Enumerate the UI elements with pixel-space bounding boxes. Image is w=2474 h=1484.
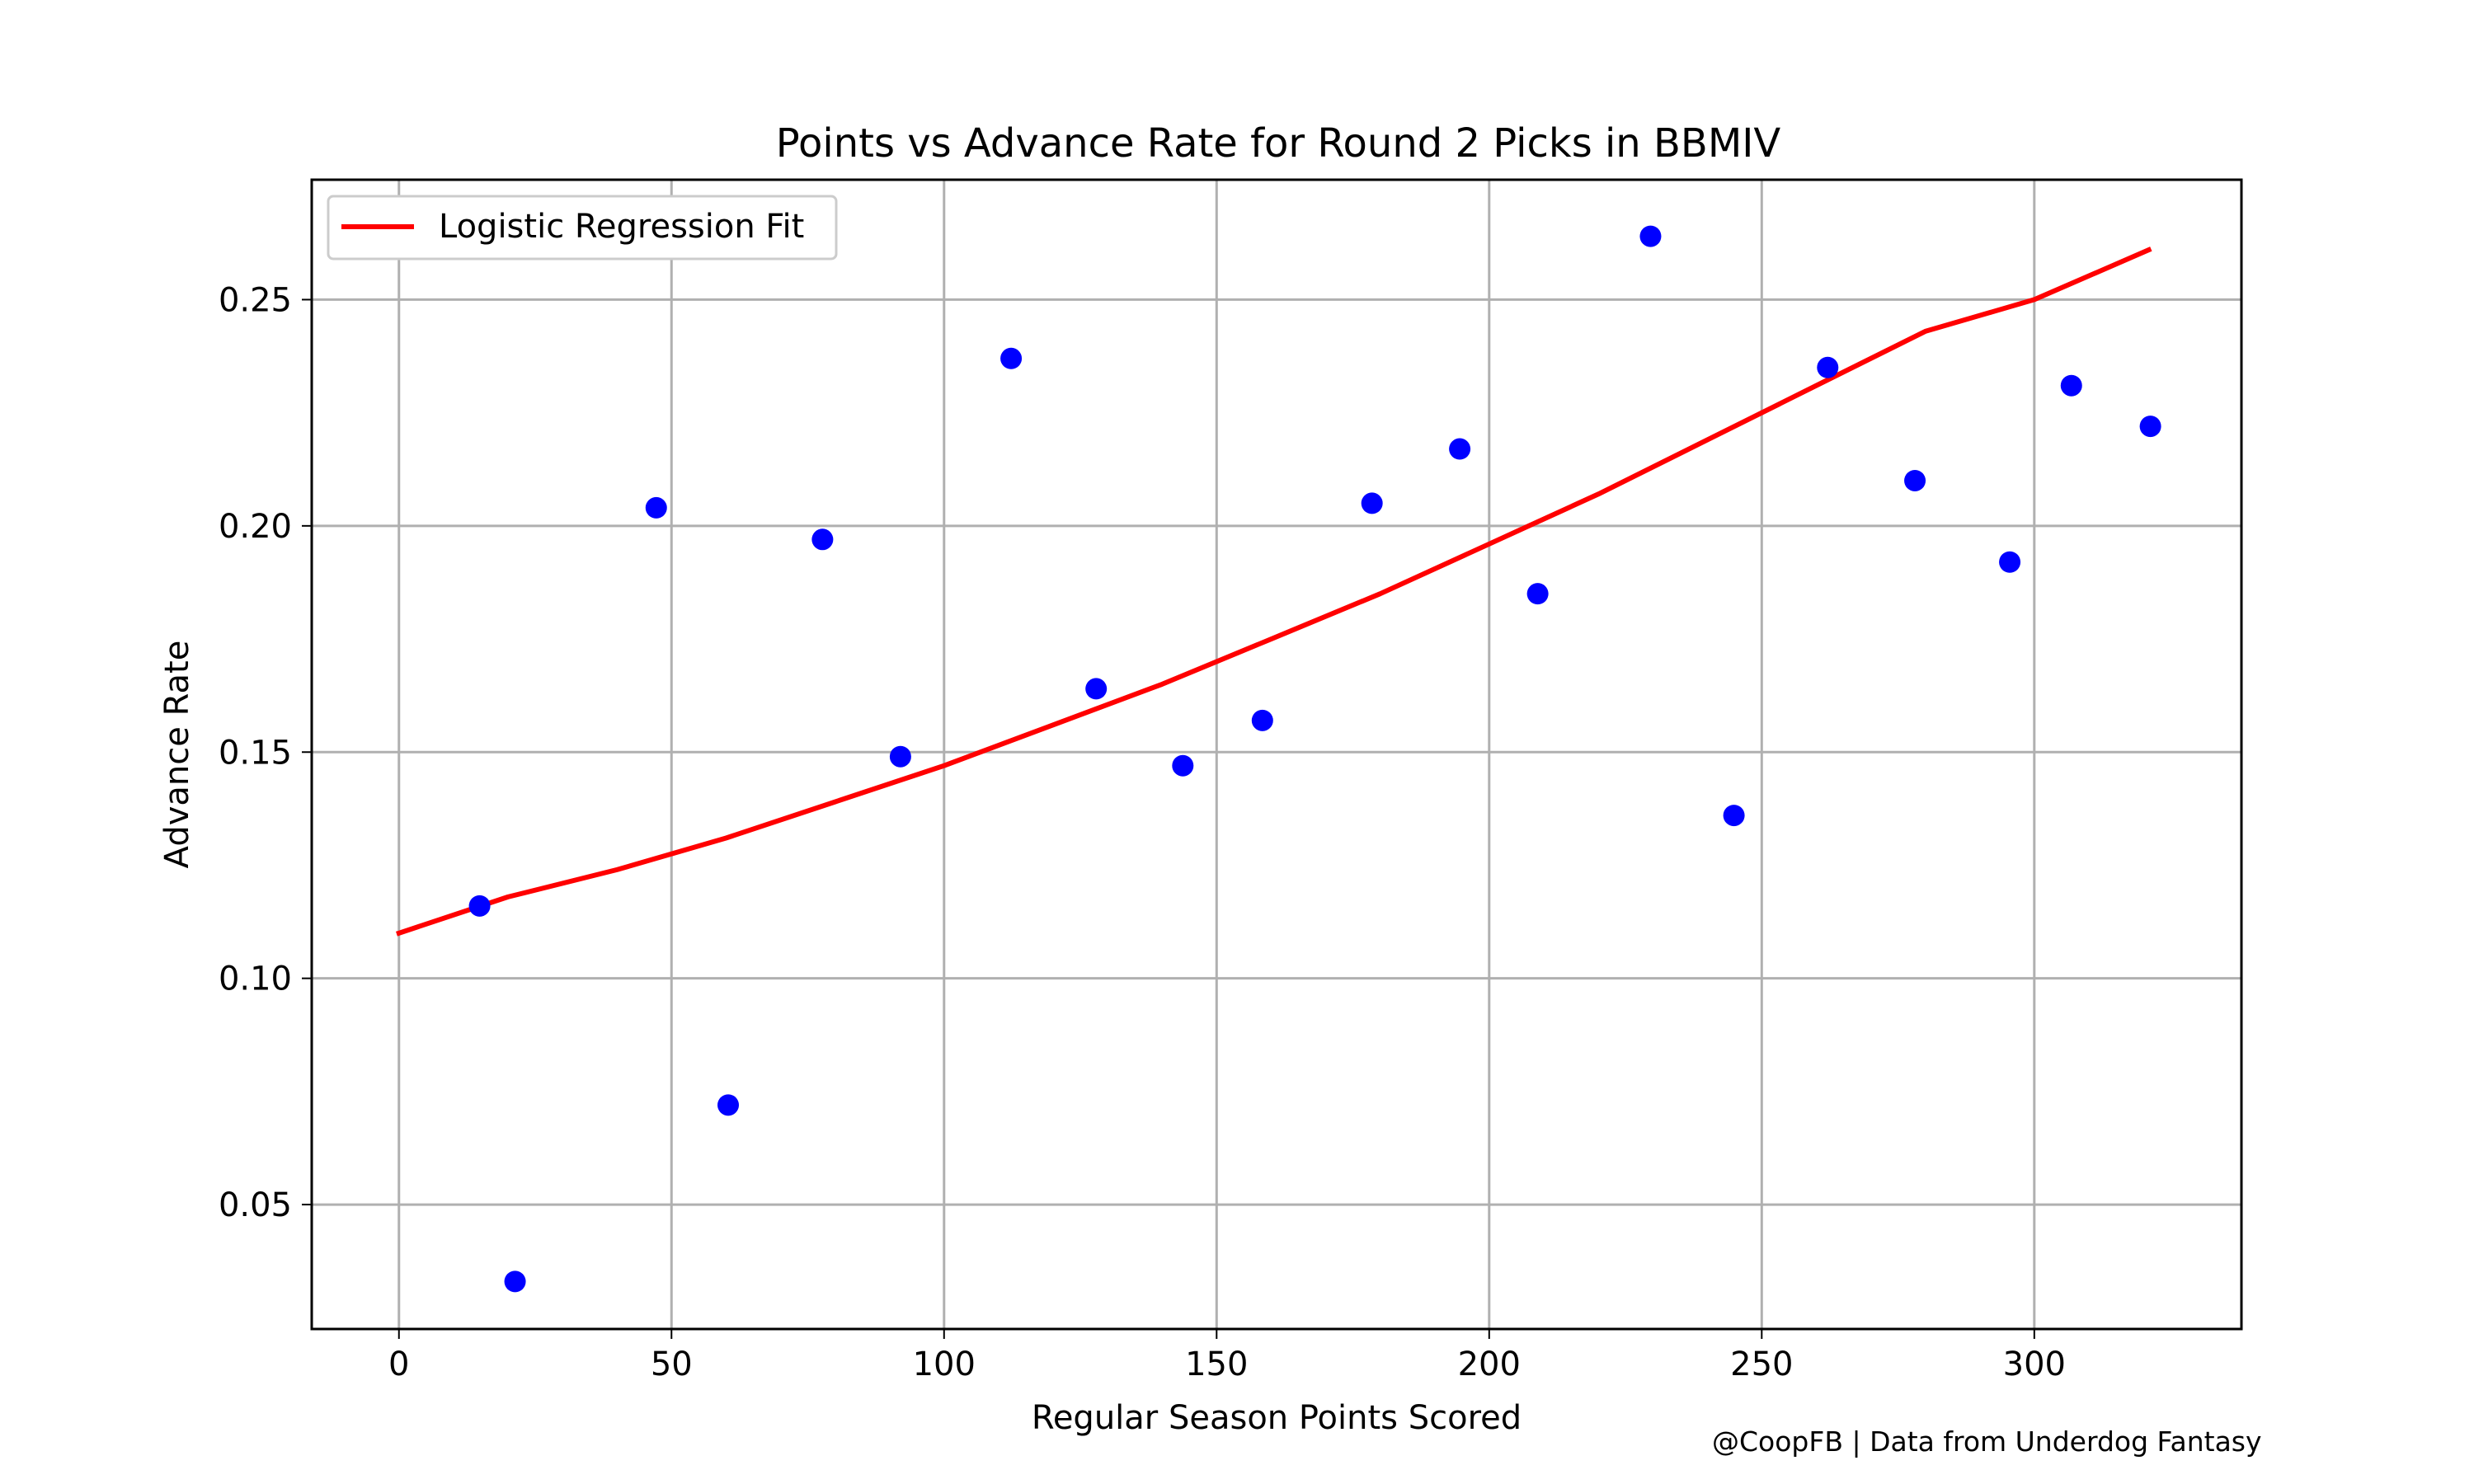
x-tick-label: 300 <box>2003 1345 2066 1383</box>
y-tick-label: 0.05 <box>219 1186 292 1224</box>
data-point <box>1361 492 1383 514</box>
y-tick-label: 0.25 <box>219 281 292 319</box>
x-tick-label: 0 <box>388 1345 409 1383</box>
legend-box <box>327 195 838 261</box>
data-point <box>889 745 911 768</box>
legend-label: Logistic Regression Fit <box>439 208 804 246</box>
y-tick-label: 0.10 <box>219 960 292 998</box>
data-point <box>1449 438 1471 460</box>
data-point <box>1999 551 2021 573</box>
data-point <box>1172 754 1194 777</box>
logistic-fit-line <box>396 247 2152 937</box>
credit-text: @CoopFB | Data from Underdog Fantasy <box>1712 1425 2262 1458</box>
data-point <box>504 1270 526 1293</box>
fit-line-layer <box>396 247 2152 937</box>
data-point <box>811 528 834 551</box>
data-point <box>468 895 491 917</box>
grid-lines <box>312 180 2241 1329</box>
data-point <box>2060 374 2082 397</box>
data-point <box>1000 347 1023 369</box>
data-point <box>717 1094 740 1116</box>
x-tick-label: 100 <box>913 1345 976 1383</box>
y-axis-label: Advance Rate <box>158 641 196 869</box>
x-tick-label: 50 <box>651 1345 693 1383</box>
y-tick-label: 0.20 <box>219 508 292 546</box>
y-tick-label: 0.15 <box>219 734 292 772</box>
data-point <box>1639 225 1662 247</box>
data-point <box>1085 678 1108 700</box>
x-tick-label: 200 <box>1458 1345 1521 1383</box>
data-point <box>1723 805 1745 827</box>
x-tick-label: 250 <box>1730 1345 1793 1383</box>
plot-frame <box>310 178 2243 1331</box>
x-axis-ticks: 0 50 100 150 200 250 300 <box>388 1329 2066 1383</box>
x-axis-label: Regular Season Points Scored <box>1032 1399 1522 1437</box>
chart-title: Points vs Advance Rate for Round 2 Picks… <box>776 120 1781 167</box>
data-point <box>1817 356 1839 378</box>
y-axis-ticks: 0.05 0.10 0.15 0.20 0.25 <box>219 281 312 1224</box>
legend: Logistic Regression Fit <box>327 195 838 261</box>
data-points <box>468 225 2161 1293</box>
data-point <box>2139 416 2161 438</box>
data-point <box>1904 469 1926 491</box>
data-point <box>1526 583 1549 605</box>
data-point <box>1251 709 1273 731</box>
data-point <box>645 496 667 519</box>
x-tick-label: 150 <box>1185 1345 1248 1383</box>
